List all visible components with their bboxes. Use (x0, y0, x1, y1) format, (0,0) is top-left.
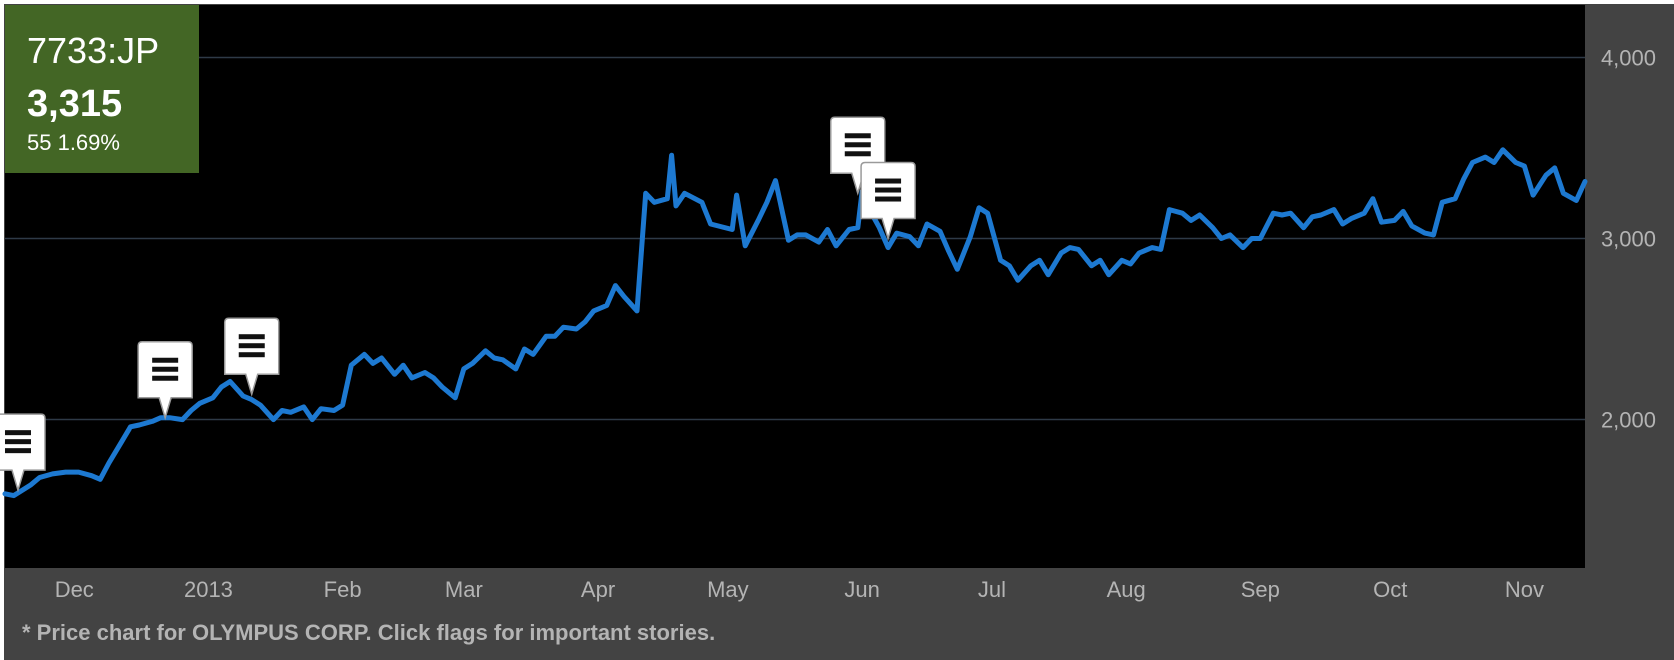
x-tick-label: Sep (1241, 577, 1280, 602)
price-line (2, 147, 1588, 499)
x-tick-label: Dec (55, 577, 94, 602)
y-tick-label: 4,000 (1601, 45, 1656, 70)
x-tick-label: Oct (1373, 577, 1407, 602)
y-tick-label: 3,000 (1601, 227, 1656, 252)
menu-lines-icon (844, 133, 871, 157)
x-tick-label: Aug (1107, 577, 1146, 602)
plot-area (5, 5, 1585, 568)
story-flags[interactable] (0, 116, 916, 493)
story-flag[interactable] (137, 340, 193, 421)
story-flag[interactable] (860, 161, 916, 242)
price-series (2, 147, 1588, 499)
ticker-change: 55 1.69% (27, 130, 120, 155)
x-tick-label: 2013 (184, 577, 233, 602)
ticker-summary-box: 7733:JP 3,315 55 1.69% (5, 5, 199, 173)
y-axis: 2,000 3,000 4,000 (1601, 45, 1656, 432)
ticker-symbol: 7733:JP (27, 30, 160, 71)
x-tick-label: Jul (978, 577, 1006, 602)
story-flag[interactable] (223, 317, 280, 397)
menu-lines-icon (238, 334, 265, 358)
ticker-price: 3,315 (27, 83, 123, 125)
story-flag[interactable] (0, 413, 46, 493)
menu-lines-icon (4, 430, 31, 454)
x-tick-label: May (707, 577, 749, 602)
x-tick-label: Jun (844, 577, 879, 602)
menu-lines-icon (152, 357, 179, 381)
x-axis: Dec 2013 Feb Mar Apr May Jun Jul Aug Sep Oct Nov (55, 577, 1544, 602)
chart-footnote: * Price chart for OLYMPUS CORP. Click fl… (22, 620, 716, 645)
x-tick-label: Nov (1505, 577, 1544, 602)
menu-lines-icon (875, 178, 902, 202)
y-tick-label: 2,000 (1601, 408, 1656, 433)
x-tick-label: Feb (324, 577, 362, 602)
x-tick-label: Mar (445, 577, 483, 602)
x-tick-label: Apr (581, 577, 615, 602)
